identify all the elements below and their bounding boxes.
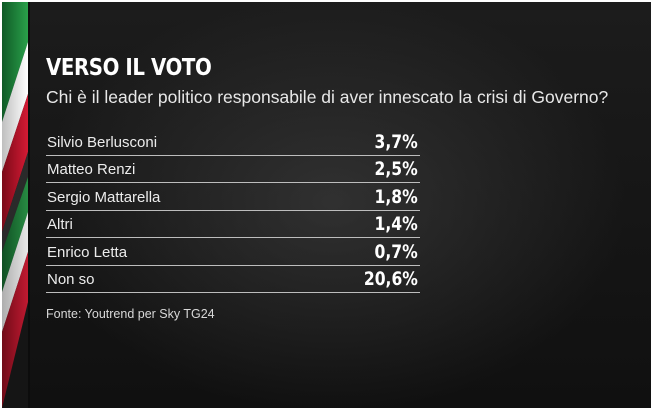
row-category-label: Sergio Mattarella <box>47 188 161 206</box>
row-value-label: 0,7% <box>374 240 418 263</box>
table-row: Sergio Mattarella 1,8% <box>46 183 420 211</box>
results-table: Silvio Berlusconi 3,7% Matteo Renzi 2,5% Ser… <box>46 128 420 293</box>
row-value-label: 20,6% <box>363 268 418 290</box>
row-category-label: Altri <box>47 216 73 233</box>
row-value-label: 1,8% <box>374 185 418 208</box>
table-row: Silvio Berlusconi 3,7% <box>46 128 420 156</box>
row-value-label: 1,4% <box>374 213 418 235</box>
table-row: Enrico Letta 0,7% <box>46 238 420 266</box>
flag-ribbon-icon <box>2 2 30 408</box>
row-category-label: Silvio Berlusconi <box>47 133 158 151</box>
header: VERSO IL VOTO Chi è il leader politico r… <box>46 54 636 108</box>
table-row: Altri 1,4% <box>46 211 420 238</box>
table-row: Matteo Renzi 2,5% <box>46 156 420 183</box>
italian-flag-strip <box>2 2 30 408</box>
chart-title: VERSO IL VOTO <box>46 55 212 81</box>
row-value-label: 2,5% <box>374 158 418 180</box>
row-category-label: Non so <box>47 271 95 288</box>
chart-subtitle: Chi è il leader politico responsabile di… <box>46 87 609 107</box>
source-note: Fonte: Youtrend per Sky TG24 <box>46 307 215 321</box>
row-value-label: 3,7% <box>374 130 418 153</box>
row-category-label: Enrico Letta <box>47 243 128 261</box>
table-row: Non so 20,6% <box>46 266 420 293</box>
row-category-label: Matteo Renzi <box>47 161 136 178</box>
